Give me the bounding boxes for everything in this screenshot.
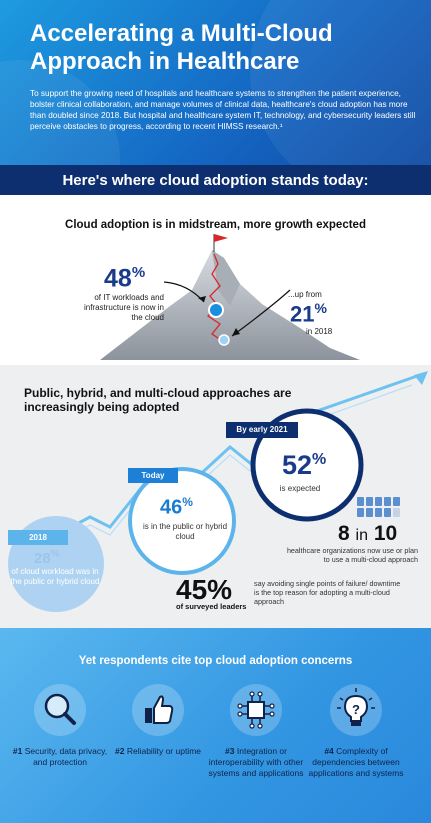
arrow-21 bbox=[231, 289, 291, 337]
tag-today: Today bbox=[141, 471, 165, 480]
concern-1-rank: #1 bbox=[12, 746, 23, 756]
stat-28-label: of cloud workload was in the public or h… bbox=[10, 567, 100, 586]
stat-52: 52% bbox=[282, 450, 326, 481]
flag-icon bbox=[214, 234, 228, 242]
stat-52-label: is expected bbox=[279, 484, 321, 493]
tag-2018: 2018 bbox=[29, 533, 47, 542]
mountain-illustration bbox=[100, 234, 360, 360]
climb-path bbox=[206, 253, 225, 343]
band-heading: Here's where cloud adoption stands today… bbox=[62, 172, 369, 189]
stat-45-description: say avoiding single points of failure/ d… bbox=[254, 579, 401, 606]
growth-graphic bbox=[8, 371, 428, 612]
concern-4-rank: #4 bbox=[324, 746, 334, 756]
stat-46-label: is in the public or hybrid cloud bbox=[142, 522, 228, 541]
concern-1: #1 Security, data privacy, and protectio… bbox=[10, 746, 110, 768]
stat-28: 28% bbox=[34, 549, 60, 567]
concern-1-text: Security, data privacy, and protection bbox=[24, 746, 108, 767]
stat-48-unit: % bbox=[131, 264, 146, 281]
arrow-21-head bbox=[232, 328, 240, 336]
adoption-title: Cloud adoption is in midstream, more gro… bbox=[65, 219, 366, 231]
growth-arrow-head bbox=[414, 371, 428, 385]
svg-text:?: ? bbox=[352, 702, 360, 717]
thumbs-up-icon bbox=[145, 695, 174, 724]
stat-21-label: in 2018 bbox=[306, 327, 333, 336]
section-band bbox=[0, 165, 431, 195]
stat-28-unit: % bbox=[50, 549, 60, 560]
people-icon bbox=[357, 497, 400, 517]
concerns-title: Yet respondents cite top cloud adoption … bbox=[78, 655, 353, 667]
page-title: Accelerating a Multi-Cloud Approach in H… bbox=[30, 20, 333, 75]
stat-in-word: in bbox=[355, 527, 368, 544]
stat-8-value: 8 bbox=[338, 522, 350, 545]
header-banner bbox=[0, 0, 431, 165]
stat-46-value: 46 bbox=[160, 496, 183, 519]
concern-3-text: Integration or interoperability with oth… bbox=[208, 746, 304, 778]
approaches-title: Public, hybrid, and multi-cloud approach… bbox=[24, 386, 292, 414]
stat-21: 21% bbox=[290, 300, 327, 327]
stat-8-in-10-label: healthcare organizations now use or plan… bbox=[286, 546, 418, 564]
tag-today-box bbox=[128, 468, 178, 483]
concern-2-rank: #2 bbox=[114, 746, 125, 756]
lightbulb-question-icon: ? bbox=[337, 688, 375, 726]
stat-21-value: 21 bbox=[290, 301, 315, 327]
stat-28-value: 28 bbox=[34, 550, 51, 567]
stat-52-value: 52 bbox=[282, 450, 313, 480]
concern-4: #4 Complexity of dependencies between ap… bbox=[306, 746, 406, 779]
concern-4-text: Complexity of dependencies between appli… bbox=[308, 746, 404, 778]
concern-2: #2 Reliability or uptime bbox=[108, 746, 208, 757]
tag-2018-box bbox=[8, 530, 68, 545]
stat-45: 45% bbox=[176, 574, 233, 605]
tag-early-2021: By early 2021 bbox=[236, 425, 288, 434]
current-marker bbox=[208, 302, 224, 318]
network-chip-icon bbox=[237, 691, 275, 729]
tag-early-2021-box bbox=[226, 422, 298, 438]
stat-46-unit: % bbox=[182, 495, 193, 509]
circle-today bbox=[128, 467, 236, 575]
mountain-shadow bbox=[212, 250, 240, 306]
stat-21-unit: % bbox=[314, 300, 327, 316]
intro-paragraph: To support the growing need of hospitals… bbox=[30, 89, 416, 131]
arrow-48-head bbox=[198, 296, 206, 302]
stat-45-label: of surveyed leaders bbox=[176, 602, 247, 611]
past-marker bbox=[218, 334, 230, 346]
circle-2021 bbox=[250, 408, 364, 522]
stat-48-value: 48 bbox=[104, 264, 132, 293]
concern-3-rank: #3 bbox=[225, 746, 235, 756]
stat-8-in-10: 8 in 10 bbox=[338, 522, 397, 546]
stat-48: 48% bbox=[104, 264, 145, 293]
stat-52-unit: % bbox=[312, 451, 327, 468]
concern-3: #3 Integration or interoperability with … bbox=[206, 746, 306, 779]
stat-46: 46% bbox=[160, 495, 193, 520]
up-from-text: ...up from bbox=[288, 290, 322, 299]
stat-10-value: 10 bbox=[373, 522, 398, 545]
stat-48-label: of IT workloads and infrastructure is no… bbox=[83, 293, 164, 322]
magnifier-icon bbox=[44, 693, 76, 725]
concern-2-text: Reliability or uptime bbox=[126, 746, 201, 756]
